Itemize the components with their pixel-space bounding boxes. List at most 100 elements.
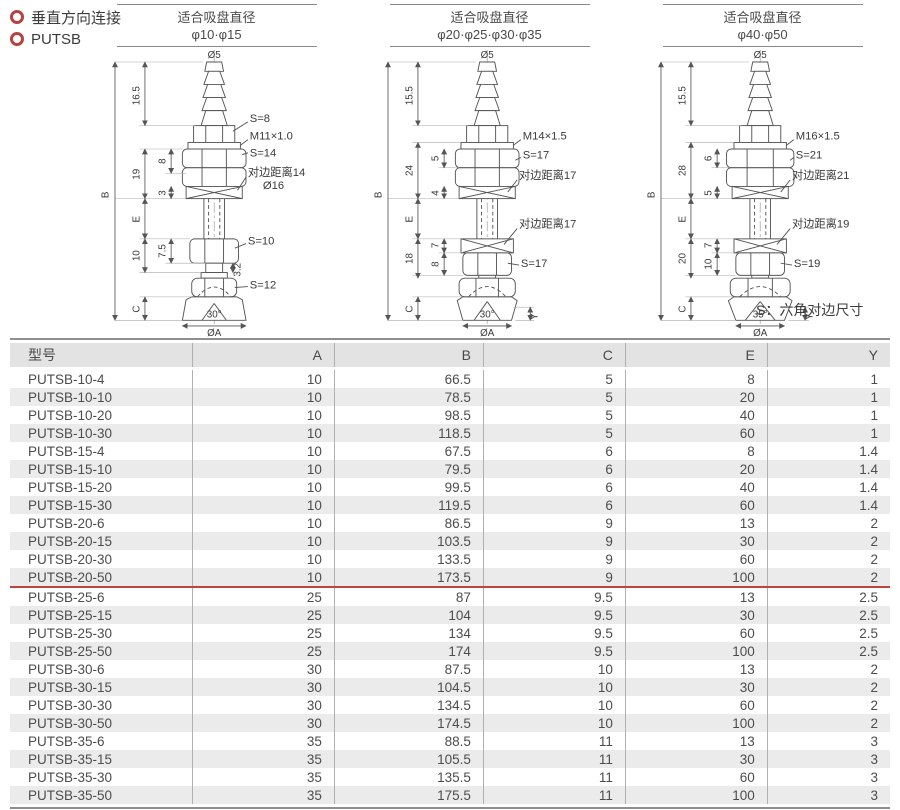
value-cell: 100 (624, 568, 768, 588)
value-cell: 100 (624, 642, 768, 660)
dia2-angle: 30° (479, 309, 494, 320)
model-cell: PUTSB-20-30 (28, 551, 113, 567)
value-cell: 30 (191, 660, 335, 678)
value-cell: 6 (482, 478, 626, 496)
table-row: PUTSB-10-30 10 118.5 5 60 1 (10, 424, 890, 442)
value-cell: 2 (766, 550, 890, 568)
diagram-1-header: 适合吸盘直径 φ10·φ15 (116, 4, 317, 47)
value-cell: 1.4 (766, 442, 890, 460)
value-cell: 9 (482, 550, 626, 568)
dia3-dim: E (677, 215, 688, 222)
col-header-y: Y (766, 343, 890, 370)
dia3-overall: B (646, 191, 657, 198)
value-cell: 6 (482, 460, 626, 478)
dia1-angle: 30° (206, 309, 221, 320)
value-cell: 10 (482, 696, 626, 714)
value-cell: 1 (766, 406, 890, 424)
value-cell: 25 (191, 642, 335, 660)
table-row: PUTSB-15-4 10 67.5 6 8 1.4 (10, 442, 890, 460)
value-cell: 88.5 (333, 732, 484, 750)
model-cell: PUTSB-30-50 (10, 714, 193, 732)
value-cell: 2 (766, 568, 890, 588)
dia3-top-dia: Ø5 (753, 50, 767, 61)
model-cell: PUTSB-10-20 (28, 407, 113, 423)
value-cell: 1.4 (766, 460, 890, 478)
model-cell: PUTSB-15-4 (28, 443, 105, 459)
value-cell: 100 (624, 714, 768, 732)
col-header-e: E (624, 343, 768, 370)
table-row: PUTSB-25-6 25 87 9.5 13 2.5 (10, 587, 890, 606)
value-cell: 25 (191, 587, 335, 606)
model-cell: PUTSB-25-50 (10, 642, 193, 660)
title-series: PUTSB (10, 28, 121, 50)
model-cell: PUTSB-25-30 (28, 625, 113, 641)
fit-diameter-label: 适合吸盘直径 (450, 10, 529, 25)
value-cell: 87.5 (333, 660, 484, 678)
value-cell: 118.5 (333, 424, 484, 442)
model-cell: PUTSB-35-15 (10, 750, 193, 768)
value-cell: 103.5 (333, 532, 484, 550)
value-cell: 10 (482, 714, 626, 732)
red-bullet-icon (10, 10, 24, 24)
value-cell: 1 (766, 424, 890, 442)
value-cell: 134 (333, 624, 484, 642)
value-cell: 173.5 (333, 568, 484, 588)
table-row: PUTSB-35-30 35 135.5 11 60 3 (10, 768, 890, 786)
value-cell: 9 (482, 568, 626, 588)
fitting-outline (725, 52, 794, 325)
diagram-column-1: 适合吸盘直径 φ10·φ15 (80, 4, 353, 339)
value-cell: 30 (624, 606, 768, 624)
spec-table: 型号 A B C E Y PUTSB-10-4 10 66.5 5 8 1 PUTSB-10… (10, 343, 890, 804)
dimension-lines (111, 61, 248, 329)
value-cell: 6 (482, 496, 626, 514)
value-cell: 8 (624, 442, 768, 460)
dimension-lines (657, 61, 809, 329)
value-cell: 10 (191, 406, 335, 424)
dia2-label: S=17 (522, 149, 549, 161)
value-cell: 20 (624, 460, 768, 478)
dia1-label: 3.2 (232, 263, 243, 277)
table-row: PUTSB-35-6 35 88.5 11 13 3 (10, 732, 890, 750)
dia2-bottom-dia: ØA (480, 328, 495, 339)
dia1-overall: B (100, 191, 111, 198)
value-cell: 67.5 (333, 442, 484, 460)
model-cell: PUTSB-10-30 (10, 424, 193, 442)
value-cell: 2 (766, 678, 890, 696)
model-cell: PUTSB-20-6 (28, 515, 105, 531)
table-row: PUTSB-15-10 10 79.5 6 20 1.4 (10, 460, 890, 478)
hex-size-note: S：六角对边尺寸 (756, 302, 864, 318)
value-cell: 99.5 (333, 478, 484, 496)
fit-diameter-sizes: φ10·φ15 (191, 27, 242, 42)
dia3-dim: 15.5 (677, 86, 688, 106)
dia1-label: 对边距离14 (247, 165, 304, 179)
value-cell: 40 (624, 478, 768, 496)
value-cell: 105.5 (333, 750, 484, 768)
value-cell: 2 (766, 660, 890, 678)
value-cell: 35 (191, 786, 335, 804)
dimension-labels: Ø5 B 15.5 24 5 4 E 18 7 8 C Y M14×1.5 S=… (373, 50, 576, 339)
value-cell: 1.4 (766, 496, 890, 514)
model-cell: PUTSB-30-6 (28, 661, 105, 677)
dimension-labels: Ø5 B 15.5 28 6 5 E 20 7 10 C Y M16×1.5 S… (646, 50, 849, 339)
value-cell: 30 (191, 696, 335, 714)
value-cell: 30 (624, 678, 768, 696)
dia1-label: M11×1.0 (249, 131, 292, 143)
technical-drawing-1: Ø5 B 16.5 19 8 3 E 10 7.5 C S=8 M11×1.0 … (100, 50, 305, 339)
value-cell: 35 (191, 750, 335, 768)
table-row: PUTSB-25-50 25 174 9.5 100 2.5 (10, 642, 890, 660)
value-cell: 10 (191, 532, 335, 550)
dia1-dim: 10 (131, 250, 142, 261)
dia1-dim: C (131, 306, 142, 313)
diagram-column-3: 适合吸盘直径 φ40·φ50 (626, 4, 899, 339)
dia2-overall: B (373, 191, 384, 198)
value-cell: 175.5 (333, 786, 484, 804)
fit-diameter-sizes: φ20·φ25·φ30·φ35 (437, 27, 542, 42)
table-row: PUTSB-30-6 30 87.5 10 13 2 (10, 660, 890, 678)
dia3-dim: 5 (703, 190, 714, 196)
value-cell: 30 (191, 678, 335, 696)
spec-table-container: 型号 A B C E Y PUTSB-10-4 10 66.5 5 8 1 PUTSB-10… (10, 338, 890, 809)
value-cell: 100 (624, 786, 768, 804)
value-cell: 30 (624, 750, 768, 768)
dia2-dim: 15.5 (404, 86, 415, 106)
spec-table-body: PUTSB-10-4 10 66.5 5 8 1 PUTSB-10-10 10 78.5 5 20 1… (10, 368, 890, 804)
